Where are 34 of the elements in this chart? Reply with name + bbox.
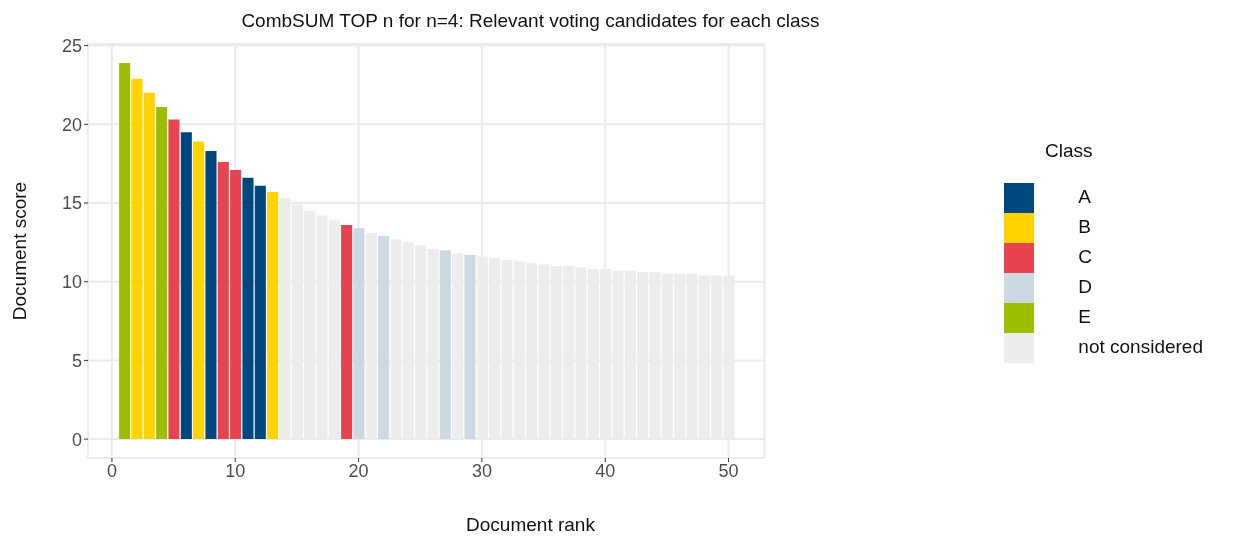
chart-title: CombSUM TOP n for n=4: Relevant voting candidates for each class <box>240 10 821 32</box>
bar <box>205 151 217 440</box>
y-tick-label: 15 <box>61 193 82 214</box>
x-axis-title: Document rank <box>465 514 596 536</box>
bar <box>353 228 365 440</box>
x-tick-label: 0 <box>106 460 117 481</box>
x-tick-label: 40 <box>595 460 616 481</box>
x-tick-label: 10 <box>225 460 246 481</box>
y-tick-label: 25 <box>61 35 82 56</box>
y-axis-title: Document score <box>9 181 31 321</box>
y-tick-label: 10 <box>61 272 82 293</box>
x-tick-label: 20 <box>348 460 369 481</box>
legend-label: C <box>1078 246 1093 268</box>
legend-label: not considered <box>1078 336 1203 358</box>
bar <box>119 62 131 440</box>
legend-title: Class <box>1045 140 1093 162</box>
y-tick-label: 5 <box>71 350 82 371</box>
legend-label: D <box>1078 276 1093 298</box>
bar <box>378 236 390 440</box>
bar <box>193 141 205 440</box>
bar <box>180 132 192 440</box>
bar <box>439 250 451 440</box>
legend-label: B <box>1078 216 1092 238</box>
bar <box>341 225 353 440</box>
bar <box>464 254 476 440</box>
bar <box>267 191 279 440</box>
x-tick-label: 30 <box>471 460 492 481</box>
y-tick-label: 20 <box>61 114 82 135</box>
legend-label: A <box>1078 186 1092 208</box>
x-tick-label: 50 <box>718 460 739 481</box>
bar <box>156 106 168 440</box>
legend-label: E <box>1078 306 1092 328</box>
y-tick-label: 0 <box>71 429 82 450</box>
bar <box>168 119 180 440</box>
